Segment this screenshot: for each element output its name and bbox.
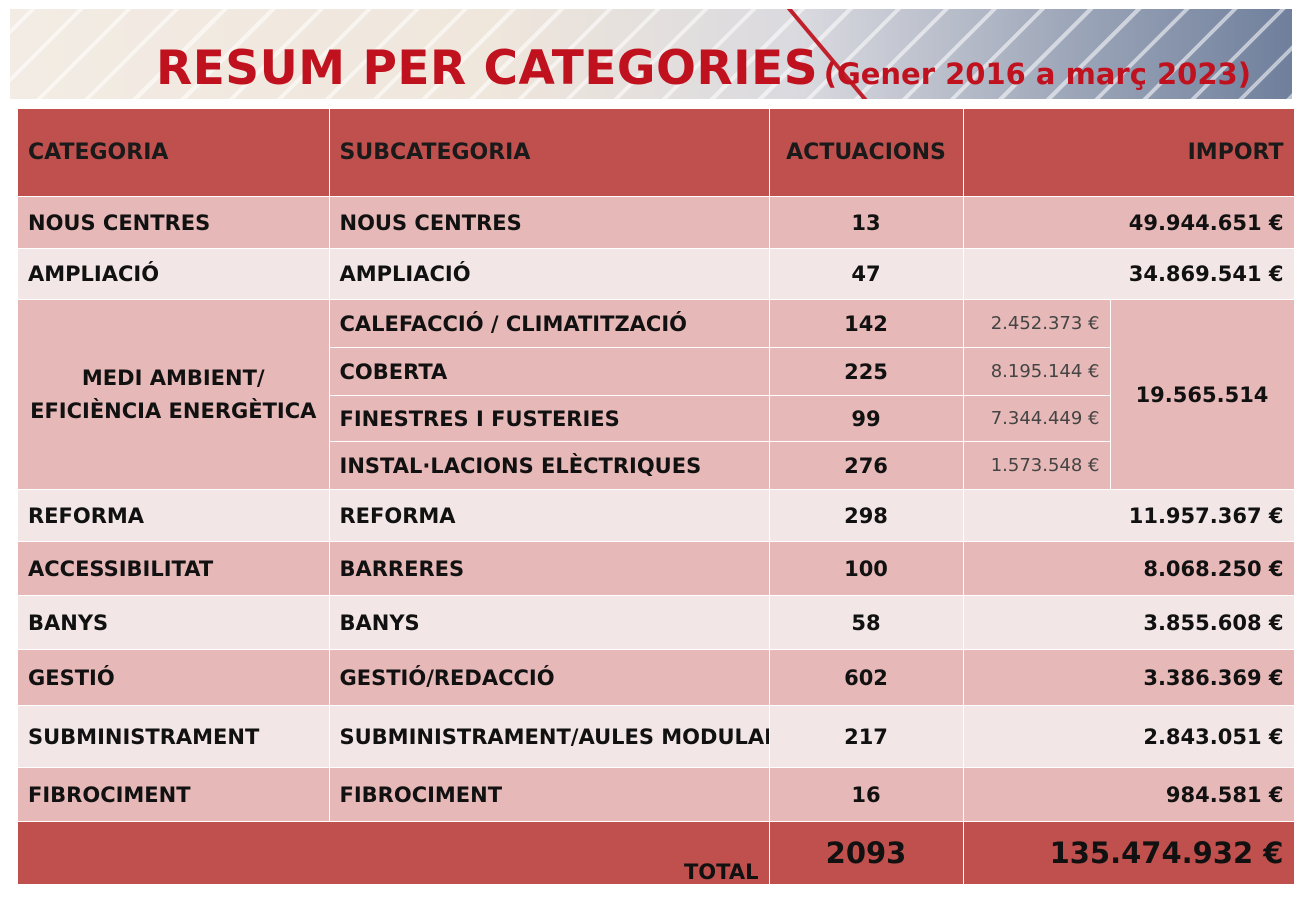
table-row-group: MEDI AMBIENT/ EFICIÈNCIA ENERGÈTICA CALE… [18,299,1295,490]
cell-sub-import: 7.344.449 € [963,395,1111,442]
cell-actuacions: 602 [769,649,964,706]
table-header-row: CATEGORIA SUBCATEGORIA ACTUACIONS IMPORT [18,109,1295,197]
table-row-group: FINESTRES I FUSTERIES 99 7.344.449 € [18,395,1294,442]
table-row: AMPLIACIÓ AMPLIACIÓ 47 34.869.541 € [18,248,1295,300]
cell-actuacions: 298 [769,489,964,542]
table-row: FIBROCIMENT FIBROCIMENT 16 984.581 € [18,767,1295,822]
cell-subcategory: FINESTRES I FUSTERIES [329,395,770,442]
cell-actuacions: 13 [769,196,964,249]
cell-sub-import: 8.195.144 € [963,347,1111,396]
cell-subcategory: CALEFACCIÓ / CLIMATITZACIÓ [329,299,770,348]
cell-actuacions: 100 [769,541,964,596]
table-row: SUBMINISTRAMENT SUBMINISTRAMENT/AULES MO… [18,705,1295,768]
cell-subcategory: AMPLIACIÓ [329,248,770,300]
cell-actuacions: 142 [769,299,964,348]
column-header-actuacions: ACTUACIONS [769,109,964,197]
cell-import: 2.843.051 € [963,705,1295,768]
total-label-text: TOTAL [683,860,759,884]
cell-actuacions: 99 [769,395,964,442]
banner-stripes-decoration [10,9,1292,99]
table-row: BANYS BANYS 58 3.855.608 € [18,595,1295,650]
cell-category: GESTIÓ [18,649,330,706]
cell-subcategory: INSTAL·LACIONS ELÈCTRIQUES [329,441,770,490]
cell-subcategory: SUBMINISTRAMENT/AULES MODULARS [329,705,770,768]
total-actuacions: 2093 [769,821,964,885]
table-row-group: COBERTA 225 8.195.144 € [18,347,1294,396]
cell-category-merged: MEDI AMBIENT/ EFICIÈNCIA ENERGÈTICA [18,299,330,490]
table-row-group: INSTAL·LACIONS ELÈCTRIQUES 276 1.573.548… [18,441,1294,490]
table-row: REFORMA REFORMA 298 11.957.367 € [18,489,1295,542]
table-row: NOUS CENTRES NOUS CENTRES 13 49.944.651 … [18,196,1295,249]
cell-import: 984.581 € [963,767,1295,822]
cell-subcategory: COBERTA [329,347,770,396]
cell-category: ACCESSIBILITAT [18,541,330,596]
title-banner: RESUM PER CATEGORIES (Gener 2016 a març … [10,9,1292,99]
title-main: RESUM PER CATEGORIES [156,41,819,96]
cell-actuacions: 16 [769,767,964,822]
table-row: GESTIÓ GESTIÓ/REDACCIÓ 602 3.386.369 € [18,649,1295,706]
cell-subcategory: NOUS CENTRES [329,196,770,249]
cell-category: AMPLIACIÓ [18,248,330,300]
cell-import: 34.869.541 € [963,248,1295,300]
column-header-import: IMPORT [963,109,1295,197]
cell-actuacions: 276 [769,441,964,490]
total-import: 135.474.932 € [963,821,1295,885]
summary-table: CATEGORIA SUBCATEGORIA ACTUACIONS IMPORT… [18,109,1295,885]
cell-actuacions: 58 [769,595,964,650]
cell-import: 3.855.608 € [963,595,1295,650]
cell-import: 11.957.367 € [963,489,1295,542]
title-subtitle: (Gener 2016 a març 2023) [823,57,1251,91]
column-header-subcategoria: SUBCATEGORIA [329,109,770,197]
cell-import-merged: 19.565.514 [1110,299,1295,490]
cell-subcategory: BARRERES [329,541,770,596]
cell-category: REFORMA [18,489,330,542]
cell-import: 49.944.651 € [963,196,1295,249]
column-header-categoria: CATEGORIA [18,109,330,197]
cell-import: 3.386.369 € [963,649,1295,706]
page-title: RESUM PER CATEGORIES (Gener 2016 a març … [156,41,1251,96]
cell-actuacions: 47 [769,248,964,300]
cell-subcategory: REFORMA [329,489,770,542]
total-label: TOTAL [18,821,770,885]
cell-actuacions: 217 [769,705,964,768]
cell-sub-import: 1.573.548 € [963,441,1111,490]
cell-sub-import: 2.452.373 € [963,299,1111,348]
cell-actuacions: 225 [769,347,964,396]
cell-category: NOUS CENTRES [18,196,330,249]
cell-import: 8.068.250 € [963,541,1295,596]
cell-category: BANYS [18,595,330,650]
table-row: ACCESSIBILITAT BARRERES 100 8.068.250 € [18,541,1295,596]
cell-subcategory: GESTIÓ/REDACCIÓ [329,649,770,706]
cell-category: SUBMINISTRAMENT [18,705,330,768]
cell-category: FIBROCIMENT [18,767,330,822]
total-row: TOTAL 2093 135.474.932 € [18,821,1295,885]
cell-subcategory: BANYS [329,595,770,650]
cell-subcategory: FIBROCIMENT [329,767,770,822]
